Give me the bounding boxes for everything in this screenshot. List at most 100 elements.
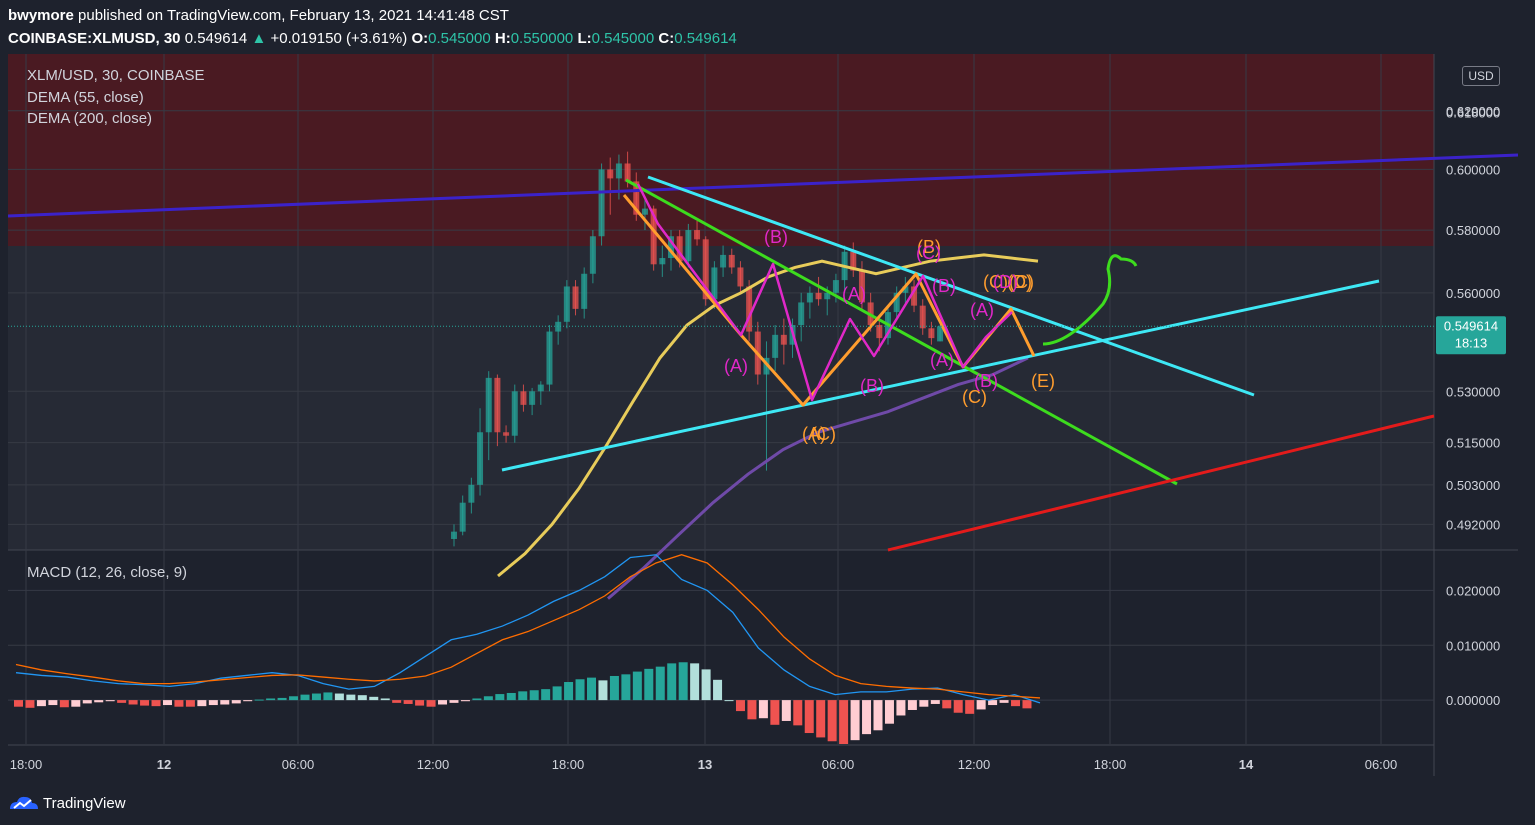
- macd-tick-label: 0.020000: [1446, 583, 1500, 598]
- macd-histogram-bar: [426, 700, 436, 707]
- last-price-countdown: 18:13: [1455, 335, 1488, 350]
- last-price-tag: [1436, 316, 1506, 355]
- currency-button[interactable]: USD: [1462, 66, 1500, 86]
- chart-panel[interactable]: 0.620000 0.600000 0.580000 0.560000 0.530000…: [8, 54, 1518, 776]
- resistance-zone: [8, 54, 1434, 246]
- macd-legend: MACD (12, 26, close, 9): [27, 564, 188, 581]
- wave-label-orange: (C): [983, 272, 1008, 292]
- trendline-cyan-lower: [501, 279, 1380, 472]
- candle-body: [806, 292, 813, 303]
- candle-body: [494, 377, 501, 433]
- macd-histogram-bar: [621, 674, 631, 701]
- macd-line: [15, 554, 1041, 704]
- macd-histogram-bar: [197, 700, 207, 707]
- wave-label-magenta: (A): [724, 356, 748, 376]
- macd-histogram-bar: [965, 700, 975, 714]
- macd-histogram-bar: [552, 686, 562, 701]
- candle-body: [607, 169, 614, 179]
- candle-body: [911, 286, 918, 306]
- wave-label-orange: (A): [802, 424, 826, 444]
- macd-histogram-bar: [518, 691, 528, 701]
- macd-histogram-bar: [105, 700, 115, 702]
- macd-histogram-bar: [701, 669, 711, 701]
- tradingview-logo-icon: [10, 796, 38, 809]
- macd-histogram-bar: [71, 700, 81, 707]
- macd-histogram-bar: [403, 700, 413, 704]
- candle-body: [694, 230, 701, 240]
- publish-line: bwymore published on TradingView.com, Fe…: [8, 7, 509, 24]
- candle-body: [772, 334, 779, 358]
- macd-histogram-bar: [587, 677, 596, 701]
- macd-histogram-bar: [369, 696, 379, 701]
- macd-histogram-bar: [438, 700, 448, 705]
- macd-histogram-bar: [953, 700, 963, 713]
- candle-body: [676, 236, 683, 262]
- macd-histogram-bar: [380, 698, 390, 701]
- candle-body: [737, 267, 744, 287]
- dema200-line: [607, 356, 1029, 600]
- candle-body: [633, 181, 640, 215]
- y-tick-label: 0.492000: [1446, 517, 1500, 532]
- tradingview-footer[interactable]: TradingView: [8, 790, 126, 816]
- candle-body: [780, 334, 787, 345]
- macd-histogram-bar: [690, 663, 700, 701]
- author: bwymore: [8, 7, 74, 24]
- macd-histogram-bar: [231, 700, 241, 704]
- candle-body: [572, 286, 579, 309]
- dema200-legend: DEMA (200, close): [27, 110, 153, 127]
- wave-label-orange: (C): [962, 387, 987, 407]
- macd-histogram-bar: [976, 700, 986, 710]
- candle-body: [702, 239, 709, 300]
- macd-histogram-bar: [781, 700, 791, 721]
- macd-histogram-bar: [82, 700, 92, 704]
- candle-body: [503, 432, 510, 436]
- candle-body: [650, 208, 657, 265]
- macd-histogram-bar: [678, 662, 688, 701]
- macd-histogram-bar: [220, 700, 230, 705]
- candle-body: [615, 163, 622, 179]
- macd-histogram-bar: [644, 668, 654, 701]
- macd-histogram-bar: [896, 700, 906, 716]
- macd-histogram-bar: [415, 700, 425, 706]
- candle-body: [468, 484, 475, 503]
- projection-arrow: [1042, 254, 1138, 346]
- open-value: 0.545000: [428, 30, 491, 47]
- macd-histogram-bar: [140, 700, 150, 706]
- macd-histogram-bar: [254, 699, 264, 701]
- macd-histogram-bar: [747, 700, 757, 720]
- macd-histogram-bar: [655, 666, 665, 701]
- candle-body: [485, 377, 492, 433]
- macd-histogram-bar: [185, 700, 195, 707]
- macd-histogram-bar: [174, 700, 184, 707]
- candle-body: [902, 286, 909, 293]
- macd-histogram-bar: [598, 680, 608, 701]
- change-arrow-icon: ▲: [251, 30, 267, 47]
- wave-label-magenta: (B): [932, 276, 956, 296]
- wave-label-orange: (C): [811, 424, 836, 444]
- candle-body: [728, 254, 735, 268]
- wave-label-orange: (E): [1031, 371, 1055, 391]
- candle-body: [537, 384, 544, 392]
- macd-histogram-bar: [117, 700, 127, 703]
- dema55-legend: DEMA (55, close): [27, 89, 144, 106]
- macd-histogram-bar: [162, 700, 172, 706]
- candle-body: [459, 502, 466, 532]
- candle-body: [711, 267, 718, 300]
- price-chart-svg[interactable]: 0.620000 0.600000 0.580000 0.560000 0.530000…: [8, 54, 1518, 776]
- macd-histogram-bar: [839, 700, 849, 744]
- trendline-blue: [8, 153, 1518, 218]
- macd-histogram-bar: [884, 700, 894, 724]
- price-area-bg: [8, 246, 1434, 550]
- candle-body: [815, 292, 822, 300]
- x-tick-label: 12:00: [958, 757, 991, 772]
- macd-histogram-bar: [529, 690, 539, 701]
- candle-body: [520, 391, 527, 405]
- candle-body: [563, 286, 570, 322]
- symbol-line: COINBASE:XLMUSD, 30: [8, 30, 181, 47]
- macd-histogram-bar: [300, 694, 310, 701]
- y-tick-label: 0.515000: [1446, 436, 1500, 451]
- macd-histogram-bar: [357, 695, 367, 701]
- wave-label-orange: (B): [917, 237, 941, 257]
- macd-histogram-bar: [334, 693, 344, 701]
- macd-histogram-bar: [609, 675, 619, 701]
